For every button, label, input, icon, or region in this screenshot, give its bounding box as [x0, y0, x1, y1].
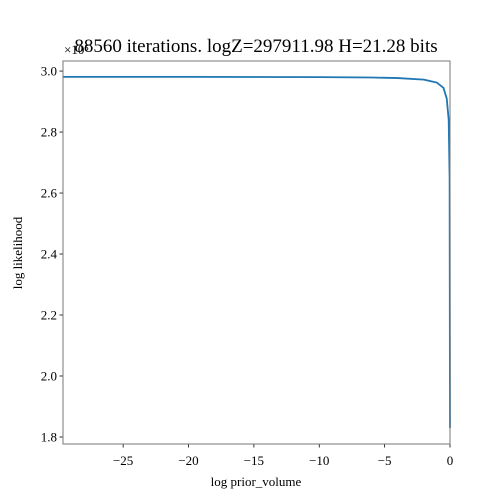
y-tick-label: 2.4	[41, 247, 58, 262]
y-tick-label: 3.0	[41, 64, 57, 79]
y-axis-label: log likelihood	[10, 216, 25, 289]
chart-title: 88560 iterations. logZ=297911.98 H=21.28…	[74, 36, 437, 57]
plot-frame	[62, 60, 451, 445]
y-tick-label: 1.8	[41, 429, 57, 444]
x-tick-label: 0	[447, 453, 454, 468]
y-tick-label: 2.0	[41, 368, 57, 383]
x-tick-label: −25	[113, 453, 133, 468]
y-tick-label: 2.2	[41, 308, 57, 323]
x-tick-label: −15	[244, 453, 264, 468]
y-tick-label: 2.6	[41, 186, 58, 201]
x-tick-label: −20	[178, 453, 198, 468]
x-tick-label: −10	[309, 453, 329, 468]
data-line	[63, 75, 451, 428]
y-tick-label: 2.8	[41, 125, 57, 140]
y-offset-label: ×10⁵	[64, 42, 89, 57]
x-axis-label: log prior_volume	[211, 474, 302, 489]
x-tick-label: −5	[378, 453, 392, 468]
